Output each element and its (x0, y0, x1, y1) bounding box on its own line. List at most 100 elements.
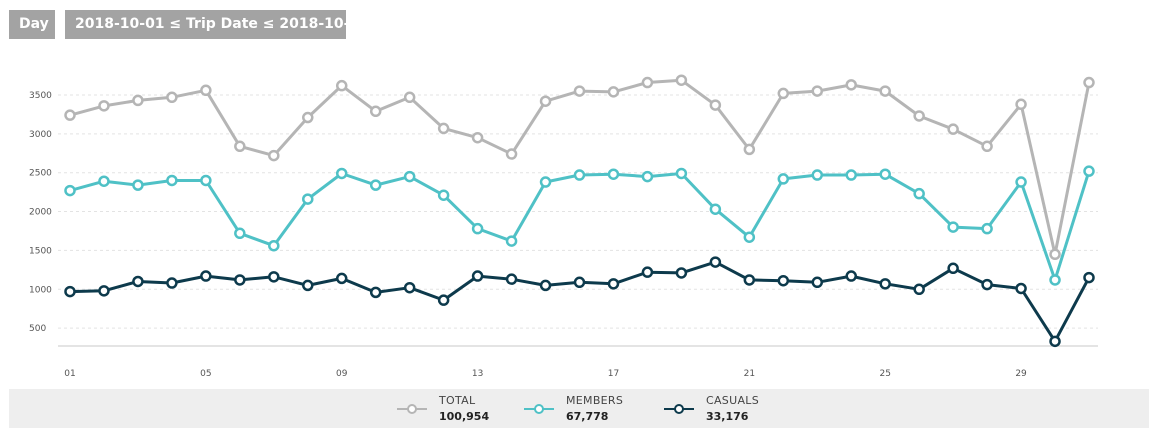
date-range-filter-tag[interactable]: 2018-10-01 ≤ Trip Date ≤ 2018-10-31 (65, 10, 369, 39)
total-data-point[interactable] (98, 100, 110, 112)
members-data-point[interactable] (64, 184, 76, 197)
casuals-data-point[interactable] (913, 283, 925, 296)
members-data-point[interactable] (675, 167, 688, 180)
members-data-point[interactable] (1015, 176, 1027, 188)
x-tick-label: 09 (336, 369, 348, 379)
casuals-data-point[interactable] (268, 271, 280, 283)
members-data-point[interactable] (471, 222, 484, 235)
members-data-point[interactable] (1083, 165, 1095, 177)
total-data-point[interactable] (335, 79, 348, 92)
members-data-point[interactable] (845, 169, 857, 181)
total-data-point[interactable] (1083, 76, 1095, 89)
total-data-point[interactable] (607, 86, 620, 98)
members-data-point[interactable] (981, 222, 993, 235)
total-data-point[interactable] (471, 131, 484, 144)
total-data-point[interactable] (166, 91, 178, 104)
total-data-point[interactable] (505, 148, 518, 160)
total-data-point[interactable] (641, 76, 654, 89)
total-data-point[interactable] (403, 91, 416, 104)
total-data-point[interactable] (200, 84, 212, 97)
casuals-data-point[interactable] (743, 274, 756, 286)
casuals-data-point[interactable] (302, 279, 314, 292)
members-data-point[interactable] (607, 168, 620, 180)
total-data-point[interactable] (268, 149, 280, 162)
casuals-data-point[interactable] (777, 274, 790, 287)
casuals-data-point[interactable] (234, 274, 246, 286)
members-data-point[interactable] (947, 221, 959, 233)
members-data-point[interactable] (234, 227, 246, 240)
members-data-point[interactable] (166, 174, 178, 187)
total-data-point[interactable] (369, 105, 382, 118)
total-data-point[interactable] (573, 85, 586, 97)
total-data-point[interactable] (743, 143, 756, 156)
casuals-data-point[interactable] (200, 270, 212, 282)
members-data-point[interactable] (641, 170, 654, 183)
casuals-data-point[interactable] (675, 267, 688, 279)
casuals-data-point[interactable] (539, 279, 552, 292)
casuals-data-point[interactable] (879, 278, 891, 290)
members-data-point[interactable] (573, 169, 586, 181)
casuals-data-point[interactable] (641, 266, 654, 278)
members-data-point[interactable] (369, 179, 382, 191)
casuals-data-point[interactable] (437, 294, 450, 306)
granularity-filter-tag[interactable]: Day (9, 10, 55, 39)
y-tick-label: 500 (29, 324, 46, 334)
casuals-data-point[interactable] (845, 270, 857, 282)
casuals-data-point[interactable] (132, 275, 144, 288)
members-data-point[interactable] (743, 231, 756, 243)
total-data-point[interactable] (947, 123, 959, 135)
members-data-point[interactable] (777, 173, 790, 185)
casuals-data-point[interactable] (505, 273, 518, 285)
members-data-point[interactable] (200, 174, 212, 187)
casuals-data-point[interactable] (166, 277, 178, 289)
members-data-point[interactable] (403, 170, 416, 183)
members-data-point[interactable] (505, 235, 518, 247)
members-data-point[interactable] (913, 187, 925, 200)
y-tick-label: 3000 (29, 130, 52, 140)
total-data-point[interactable] (709, 99, 722, 111)
members-data-point[interactable] (335, 167, 348, 180)
total-data-point[interactable] (64, 109, 76, 121)
members-data-point[interactable] (709, 203, 722, 215)
casuals-data-point[interactable] (573, 276, 586, 289)
total-data-point[interactable] (539, 95, 552, 107)
casuals-data-point[interactable] (811, 276, 824, 289)
total-data-point[interactable] (302, 111, 314, 124)
members-data-point[interactable] (302, 193, 314, 205)
casuals-data-point[interactable] (471, 270, 484, 282)
total-data-point[interactable] (811, 85, 824, 97)
total-data-point[interactable] (1015, 98, 1027, 111)
members-data-point[interactable] (879, 168, 891, 180)
members-data-point[interactable] (98, 175, 110, 187)
total-data-point[interactable] (913, 110, 925, 122)
members-data-point[interactable] (437, 189, 450, 201)
total-data-point[interactable] (132, 94, 144, 107)
casuals-data-point[interactable] (981, 278, 993, 291)
casuals-data-point[interactable] (1083, 271, 1095, 284)
casuals-data-point[interactable] (947, 262, 959, 275)
casuals-data-point[interactable] (1015, 282, 1027, 295)
members-data-point[interactable] (132, 179, 144, 191)
casuals-data-point[interactable] (369, 286, 382, 299)
total-data-point[interactable] (879, 85, 891, 97)
legend-value-members: 67,778 (566, 410, 609, 423)
total-data-point[interactable] (234, 140, 246, 153)
members-data-point[interactable] (539, 176, 552, 188)
total-data-point[interactable] (777, 87, 790, 100)
members-data-point[interactable] (1049, 274, 1061, 286)
total-data-point[interactable] (675, 74, 688, 86)
casuals-data-point[interactable] (98, 285, 110, 297)
casuals-data-point[interactable] (64, 285, 76, 298)
casuals-data-point[interactable] (1049, 335, 1061, 348)
casuals-data-point[interactable] (335, 272, 348, 285)
total-data-point[interactable] (981, 140, 993, 153)
total-data-point[interactable] (437, 122, 450, 135)
casuals-data-point[interactable] (709, 256, 722, 268)
total-data-point[interactable] (1049, 248, 1061, 261)
members-data-point[interactable] (268, 239, 280, 252)
casuals-data-point[interactable] (607, 278, 620, 290)
members-data-point[interactable] (811, 169, 824, 181)
total-data-point[interactable] (845, 79, 857, 91)
casuals-data-point[interactable] (403, 281, 416, 294)
x-tick-label: 13 (472, 369, 483, 379)
